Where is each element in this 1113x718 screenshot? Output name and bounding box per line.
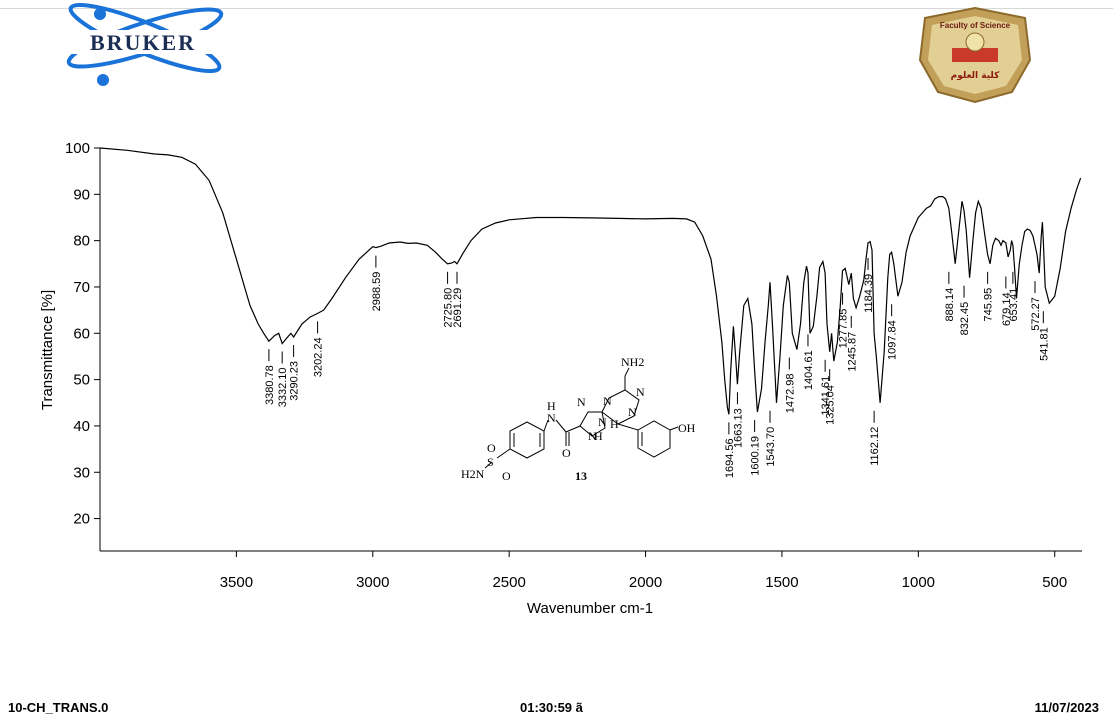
ring-n-label: N xyxy=(636,385,645,399)
x-tick-label: 1500 xyxy=(765,574,798,591)
peak-label: 1325.04 xyxy=(825,385,837,425)
x-tick-label: 2500 xyxy=(492,574,525,591)
peak-label: 1184.39 xyxy=(863,274,875,313)
x-axis-ticks: 3500 3000 2500 2000 1500 1000 500 xyxy=(220,551,1067,591)
peak-label: 541.81 xyxy=(1038,327,1050,361)
peak-label: 745.95 xyxy=(983,288,995,322)
peak-label: 2691.29 xyxy=(452,288,464,328)
phenol-ring xyxy=(637,420,671,458)
ring-h-label: H xyxy=(594,429,603,443)
seal-text: Faculty of Science xyxy=(940,21,1011,30)
sulfonyl-o-label: O xyxy=(487,441,496,455)
peak-label: 3202.24 xyxy=(313,337,325,377)
ring-h-label: H xyxy=(610,417,619,431)
spectrum-line xyxy=(99,147,1082,415)
peak-label: 1694.56 xyxy=(724,438,736,478)
peak-label: 3332.10 xyxy=(277,368,289,408)
peak-label: 1404.61 xyxy=(803,350,815,390)
amide-h-label: H xyxy=(547,399,556,413)
atom-dot-icon xyxy=(97,74,109,86)
peak-label: 2725.80 xyxy=(443,288,455,328)
peak-label: 3290.23 xyxy=(289,361,301,401)
peak-label: 1097.84 xyxy=(887,320,899,360)
peak-label: 679.14 xyxy=(1001,292,1013,326)
peak-label: 2988.59 xyxy=(371,272,383,312)
y-tick-label: 60 xyxy=(73,325,90,342)
peak-label: 1600.19 xyxy=(750,436,762,476)
hydroxyl-label: OH xyxy=(678,421,696,435)
x-tick-label: 3000 xyxy=(356,574,389,591)
ring-n-label: N xyxy=(628,405,637,419)
sulfonyl-o-label: O xyxy=(502,469,511,483)
peak-label: 1663.13 xyxy=(732,408,744,448)
y-tick-label: 30 xyxy=(73,464,90,481)
peak-label: 572.27 xyxy=(1030,297,1042,331)
x-tick-label: 3500 xyxy=(220,574,253,591)
peak-label: 1245.87 xyxy=(846,332,858,372)
peak-label: 1472.98 xyxy=(784,374,796,414)
y-tick-label: 40 xyxy=(73,418,90,435)
ring-n-label: N xyxy=(598,415,607,429)
x-tick-label: 2000 xyxy=(629,574,662,591)
peak-label: 888.14 xyxy=(944,288,956,322)
amide-n-label: N xyxy=(547,411,556,425)
peak-label: 1341.61 xyxy=(820,376,832,416)
top-border-line xyxy=(0,8,1113,9)
y-tick-label: 70 xyxy=(73,279,90,296)
ring-n-label: N xyxy=(588,429,597,443)
y-axis-label: Transmittance [%] xyxy=(39,290,56,410)
acquisition-time: 01:30:59 ã xyxy=(520,700,583,715)
x-tick-label: 1000 xyxy=(902,574,935,591)
peak-label: 1277.85 xyxy=(838,309,850,349)
y-tick-label: 50 xyxy=(73,372,90,389)
h2n-label: H2N xyxy=(461,467,485,481)
triazole-ring xyxy=(579,411,606,437)
x-tick-label: 500 xyxy=(1042,574,1067,591)
x-axis-label: Wavenumber cm-1 xyxy=(527,600,653,617)
peak-label: 653.41 xyxy=(1008,288,1020,322)
plot-area: 3500 3000 2500 2000 1500 1000 500 20 30 40 50 60 70… xyxy=(39,140,1082,617)
peak-label: 832.45 xyxy=(959,302,971,336)
benzene-ring-left xyxy=(509,421,545,459)
y-tick-label: 90 xyxy=(73,186,90,203)
nh2-label: NH2 xyxy=(621,355,644,369)
peak-label: 1543.70 xyxy=(765,427,777,467)
sulfonyl-s-label: S xyxy=(487,455,494,469)
atom-dot-icon xyxy=(94,8,106,20)
y-axis-ticks: 20 30 40 50 60 70 80 90 100 xyxy=(65,140,100,528)
ring-n-label: N xyxy=(603,394,612,408)
peak-label: 3380.78 xyxy=(264,365,276,405)
peak-label: 1162.12 xyxy=(869,427,881,466)
y-tick-label: 80 xyxy=(73,233,90,250)
seal-text-arabic: كلية العلوم xyxy=(951,71,1000,81)
faculty-seal-logo: Faculty of Science كلية العلوم xyxy=(918,6,1032,104)
carbonyl-o-label: O xyxy=(562,446,571,460)
bruker-logo-text: BRUKER xyxy=(90,30,196,55)
bruker-logo: BRUKER xyxy=(64,2,224,86)
y-tick-label: 20 xyxy=(73,511,90,528)
peak-labels: 3380.78 3332.10 3290.23 3202.24 2988.59 2725.… xyxy=(264,255,1050,478)
ir-spectrum-chart: BRUKER Faculty of Science كلية العلوم 35… xyxy=(39,2,1082,617)
compound-number: 13 xyxy=(575,469,587,483)
acquisition-date: 11/07/2023 xyxy=(1034,700,1099,715)
file-name: 10-CH_TRANS.0 xyxy=(8,700,109,715)
y-tick-label: 100 xyxy=(65,140,90,157)
chemical-structure: NH2 N N N N N N H H H N O OH S O O H2N 1… xyxy=(461,355,696,483)
ring-n-label: N xyxy=(577,395,586,409)
